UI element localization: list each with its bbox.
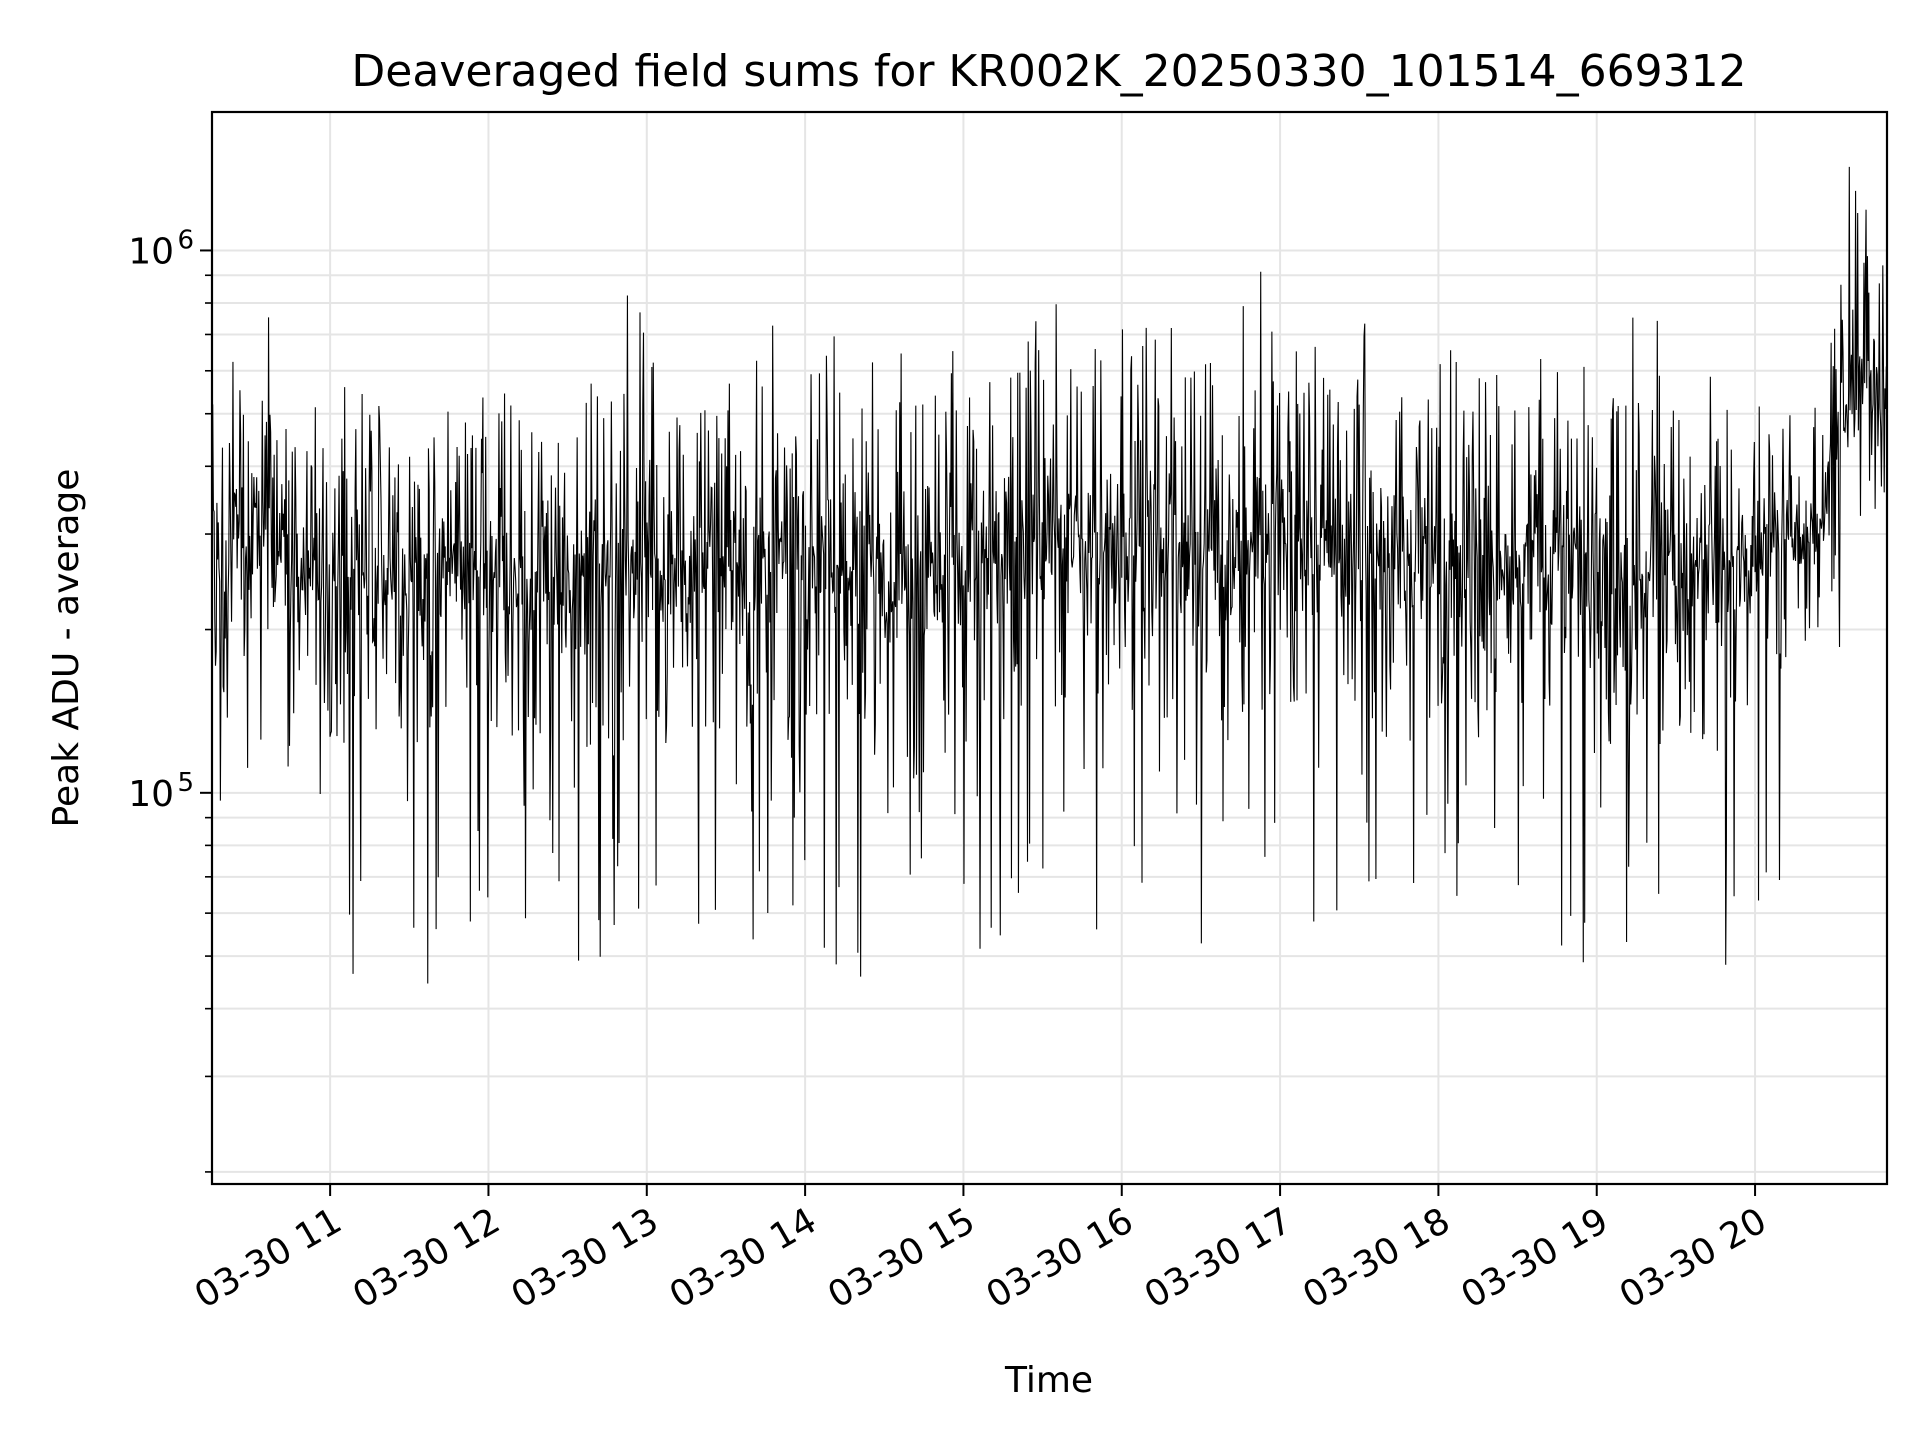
series-line-0 xyxy=(211,166,1888,984)
y-tick-label: 10 xyxy=(128,774,174,815)
y-tick-label: 10 xyxy=(128,231,174,272)
plot-area-frame xyxy=(210,110,1889,1186)
y-tick-exponent: 5 xyxy=(177,768,194,798)
y-tick-exponent: 6 xyxy=(177,225,194,255)
y-axis-label: Peak ADU - average xyxy=(46,469,87,828)
chart-title: Deaveraged field sums for KR002K_2025033… xyxy=(351,46,1746,97)
x-axis-label: Time xyxy=(1004,1360,1093,1401)
data-series xyxy=(211,166,1888,984)
